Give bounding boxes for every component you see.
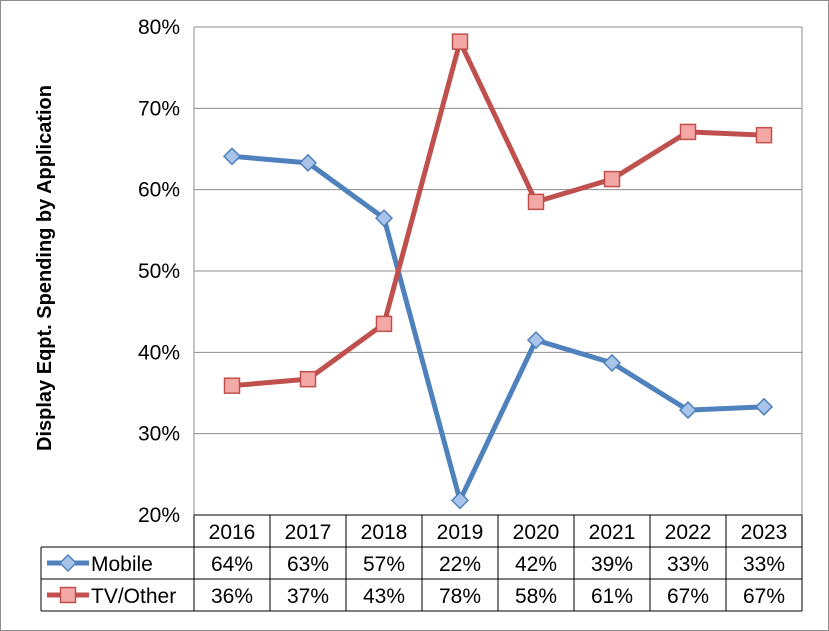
x-tick-label: 2020 bbox=[513, 521, 560, 544]
y-axis-ticks: 20% 30% 40% 50% 60% 70% 80% bbox=[138, 16, 180, 527]
data-label: 63% bbox=[287, 553, 329, 576]
data-point bbox=[602, 353, 622, 372]
data-point bbox=[299, 370, 317, 388]
series-lines bbox=[222, 33, 774, 510]
series-1 bbox=[223, 33, 773, 394]
series-line bbox=[229, 153, 767, 503]
y-tick-label: 20% bbox=[138, 504, 180, 527]
y-tick-label: 40% bbox=[138, 341, 180, 364]
data-label: 78% bbox=[439, 585, 481, 608]
data-label: 39% bbox=[591, 553, 633, 576]
data-label: 33% bbox=[667, 553, 709, 576]
x-tick-label: 2019 bbox=[437, 521, 484, 544]
data-point bbox=[223, 377, 241, 394]
data-point bbox=[375, 315, 393, 333]
data-point bbox=[298, 153, 318, 172]
data-point bbox=[374, 209, 394, 228]
x-tick-label: 2023 bbox=[741, 521, 788, 544]
data-point bbox=[527, 193, 545, 211]
data-point bbox=[603, 170, 621, 188]
data-point bbox=[451, 33, 469, 50]
data-point bbox=[755, 126, 773, 144]
data-point bbox=[450, 491, 470, 510]
y-tick-label: 60% bbox=[138, 179, 180, 202]
y-tick-label: 30% bbox=[138, 423, 180, 446]
data-label: 22% bbox=[439, 553, 481, 576]
x-tick-label: 2022 bbox=[665, 521, 712, 544]
y-tick-label: 70% bbox=[138, 97, 180, 120]
legend-label: Mobile bbox=[91, 553, 153, 576]
data-label: 57% bbox=[363, 553, 405, 576]
legend-label: TV/Other bbox=[91, 585, 176, 608]
data-label: 43% bbox=[363, 585, 405, 608]
data-label: 61% bbox=[591, 585, 633, 608]
y-tick-label: 80% bbox=[138, 16, 180, 39]
data-point bbox=[678, 401, 698, 420]
data-label: 67% bbox=[743, 585, 785, 608]
y-tick-label: 50% bbox=[138, 260, 180, 283]
data-point bbox=[526, 331, 546, 350]
y-axis-label: Display Eqpt. Spending by Application bbox=[34, 85, 56, 451]
data-label: 33% bbox=[743, 553, 785, 576]
data-label: 64% bbox=[211, 553, 253, 576]
x-tick-label: 2017 bbox=[285, 521, 332, 544]
x-tick-label: 2016 bbox=[209, 521, 256, 544]
data-point bbox=[679, 123, 697, 141]
series-line bbox=[229, 39, 767, 389]
legend-marker bbox=[59, 586, 77, 604]
legend-marker bbox=[58, 553, 78, 573]
data-point bbox=[754, 397, 774, 416]
data-label: 37% bbox=[287, 585, 329, 608]
series-0 bbox=[222, 147, 774, 510]
legend-key bbox=[47, 553, 89, 573]
x-tick-label: 2018 bbox=[361, 521, 408, 544]
legend-key bbox=[47, 586, 89, 604]
data-label: 36% bbox=[211, 585, 253, 608]
data-label: 42% bbox=[515, 553, 557, 576]
x-tick-label: 2021 bbox=[589, 521, 636, 544]
data-label: 58% bbox=[515, 585, 557, 608]
gridlines bbox=[193, 26, 803, 516]
data-label: 67% bbox=[667, 585, 709, 608]
data-point bbox=[222, 147, 242, 166]
data-table: 2016 2017 2018 2019 2020 2021 2022 2023 Mobile 64… bbox=[40, 514, 803, 612]
